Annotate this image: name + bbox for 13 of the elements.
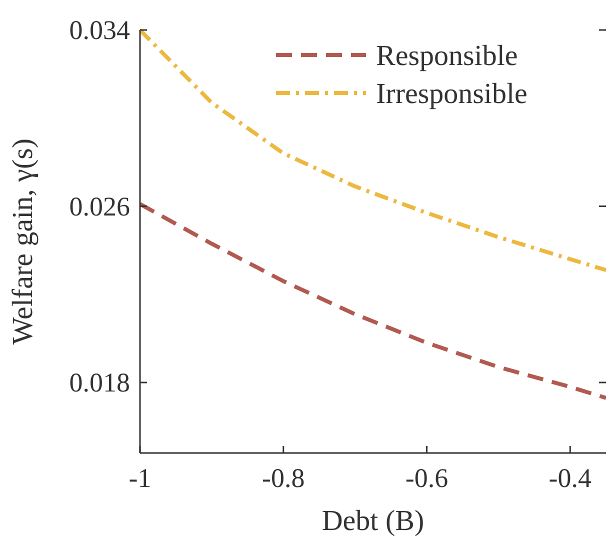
y-tick-label: 0.034 xyxy=(69,15,130,45)
y-tick-label: 0.018 xyxy=(69,368,130,398)
y-axis-title: Welfare gain, γ(s) xyxy=(7,138,39,345)
x-tick-label: -1 xyxy=(128,463,152,493)
x-tick-label: -0.4 xyxy=(548,463,592,493)
x-axis-title: Debt (B) xyxy=(322,505,424,537)
line-series xyxy=(140,28,606,272)
legend-label: Irresponsible xyxy=(376,78,528,110)
x-tick-label: -0.8 xyxy=(262,463,305,493)
legend-label: Responsible xyxy=(376,40,518,72)
y-tick-label: 0.026 xyxy=(69,191,130,222)
x-tick-label: -0.6 xyxy=(405,463,448,493)
line-series xyxy=(140,202,606,400)
